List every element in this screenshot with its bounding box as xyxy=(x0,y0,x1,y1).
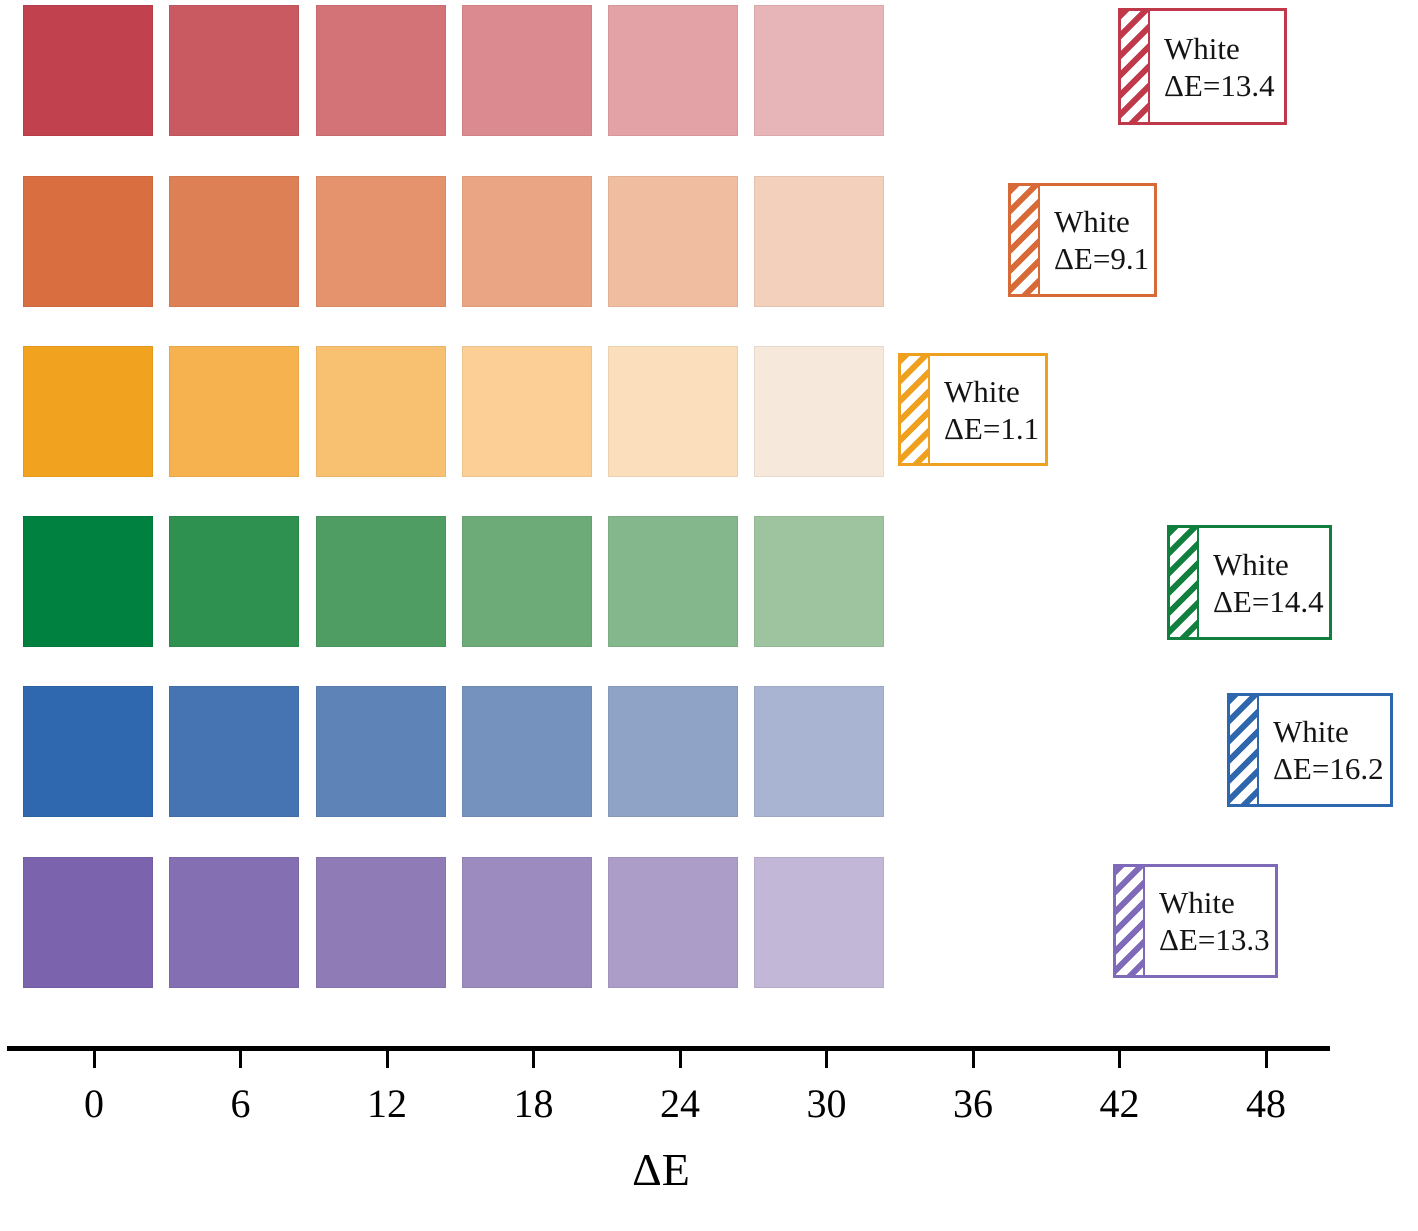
x-tick-label-6: 6 xyxy=(230,1081,251,1126)
swatch-purple-3 xyxy=(462,857,592,988)
swatch-red-0 xyxy=(23,5,153,136)
x-tick-label-12: 12 xyxy=(367,1081,407,1126)
swatch-red-5 xyxy=(754,5,884,136)
legend-line2-blue: ΔE=16.2 xyxy=(1273,751,1384,786)
white-sample-hatch-swatch-amber xyxy=(901,356,930,463)
x-tick-mark-42 xyxy=(1118,1049,1121,1068)
swatch-amber-4 xyxy=(608,346,738,477)
x-tick-label-36: 36 xyxy=(953,1081,993,1126)
legend-line2-orange: ΔE=9.1 xyxy=(1054,241,1150,276)
swatch-blue-4 xyxy=(608,686,738,817)
legend-line1-red: White xyxy=(1164,30,1240,66)
x-tick-mark-48 xyxy=(1264,1049,1268,1068)
x-tick-label-24: 24 xyxy=(660,1081,700,1126)
legend-line1-purple: White xyxy=(1159,885,1235,920)
swatch-green-4 xyxy=(608,516,738,647)
x-tick-mark-30 xyxy=(825,1049,828,1068)
swatch-amber-5 xyxy=(754,346,884,477)
swatch-orange-0 xyxy=(23,176,153,307)
legend-box-red: White ΔE=13.4 xyxy=(1118,8,1287,125)
swatch-red-2 xyxy=(316,5,446,136)
swatch-green-0 xyxy=(23,516,153,647)
white-sample-hatch-swatch-purple xyxy=(1116,867,1145,975)
swatch-green-1 xyxy=(169,516,299,647)
x-tick-mark-18 xyxy=(532,1049,535,1068)
x-tick-label-30: 30 xyxy=(806,1081,847,1126)
legend-line1-orange: White xyxy=(1054,204,1130,239)
swatch-purple-0 xyxy=(23,857,153,988)
legend-box-amber: White ΔE=1.1 xyxy=(898,353,1048,466)
swatch-purple-1 xyxy=(169,857,299,988)
legend-text-blue: White ΔE=16.2 xyxy=(1259,696,1384,804)
legend-box-orange: White ΔE=9.1 xyxy=(1008,183,1157,297)
swatch-green-2 xyxy=(316,516,446,647)
legend-line1-blue: White xyxy=(1273,714,1349,749)
x-tick-label-18: 18 xyxy=(513,1081,554,1126)
legend-text-orange: White ΔE=9.1 xyxy=(1040,186,1149,294)
x-tick-mark-36 xyxy=(971,1049,975,1068)
swatch-purple-5 xyxy=(754,857,884,988)
x-tick-label-42: 42 xyxy=(1099,1081,1140,1126)
legend-line1-green: White xyxy=(1213,546,1289,582)
swatch-blue-0 xyxy=(23,686,153,817)
swatch-orange-2 xyxy=(316,176,446,307)
legend-text-green: White ΔE=14.4 xyxy=(1199,528,1324,637)
x-tick-mark-6 xyxy=(239,1049,242,1068)
x-axis-line xyxy=(7,1046,1330,1051)
swatch-green-3 xyxy=(462,516,592,647)
legend-box-green: White ΔE=14.4 xyxy=(1167,525,1332,640)
x-tick-mark-0 xyxy=(92,1049,96,1068)
white-sample-hatch-swatch-blue xyxy=(1230,696,1259,804)
white-sample-hatch-swatch-red xyxy=(1121,11,1150,122)
swatch-orange-3 xyxy=(462,176,592,307)
legend-line2-green: ΔE=14.4 xyxy=(1213,583,1324,619)
swatch-blue-5 xyxy=(754,686,884,817)
x-tick-label-0: 0 xyxy=(84,1081,104,1126)
swatch-amber-0 xyxy=(23,346,153,477)
swatch-blue-1 xyxy=(169,686,299,817)
legend-line2-amber: ΔE=1.1 xyxy=(944,410,1040,446)
legend-line1-amber: White xyxy=(944,373,1020,409)
legend-text-red: White ΔE=13.4 xyxy=(1150,11,1275,122)
legend-line2-purple: ΔE=13.3 xyxy=(1159,922,1270,957)
white-sample-hatch-swatch-green xyxy=(1170,528,1199,637)
swatch-orange-1 xyxy=(169,176,299,307)
legend-line2-red: ΔE=13.4 xyxy=(1164,67,1275,103)
swatch-amber-2 xyxy=(316,346,446,477)
legend-text-amber: White ΔE=1.1 xyxy=(930,356,1039,463)
swatch-red-4 xyxy=(608,5,738,136)
x-tick-label-48: 48 xyxy=(1246,1081,1286,1126)
swatch-red-1 xyxy=(169,5,299,136)
swatch-blue-2 xyxy=(316,686,446,817)
swatch-red-3 xyxy=(462,5,592,136)
x-tick-mark-12 xyxy=(385,1049,389,1068)
swatch-purple-2 xyxy=(316,857,446,988)
swatch-orange-5 xyxy=(754,176,884,307)
swatch-orange-4 xyxy=(608,176,738,307)
legend-box-purple: White ΔE=13.3 xyxy=(1113,864,1278,978)
white-sample-hatch-swatch-orange xyxy=(1011,186,1040,294)
swatch-green-5 xyxy=(754,516,884,647)
legend-text-purple: White ΔE=13.3 xyxy=(1145,867,1270,975)
legend-box-blue: White ΔE=16.2 xyxy=(1227,693,1393,807)
swatch-amber-1 xyxy=(169,346,299,477)
x-axis-title: ΔE xyxy=(632,1144,690,1195)
swatch-purple-4 xyxy=(608,857,738,988)
swatch-blue-3 xyxy=(462,686,592,817)
swatch-amber-3 xyxy=(462,346,592,477)
x-tick-mark-24 xyxy=(678,1049,682,1068)
